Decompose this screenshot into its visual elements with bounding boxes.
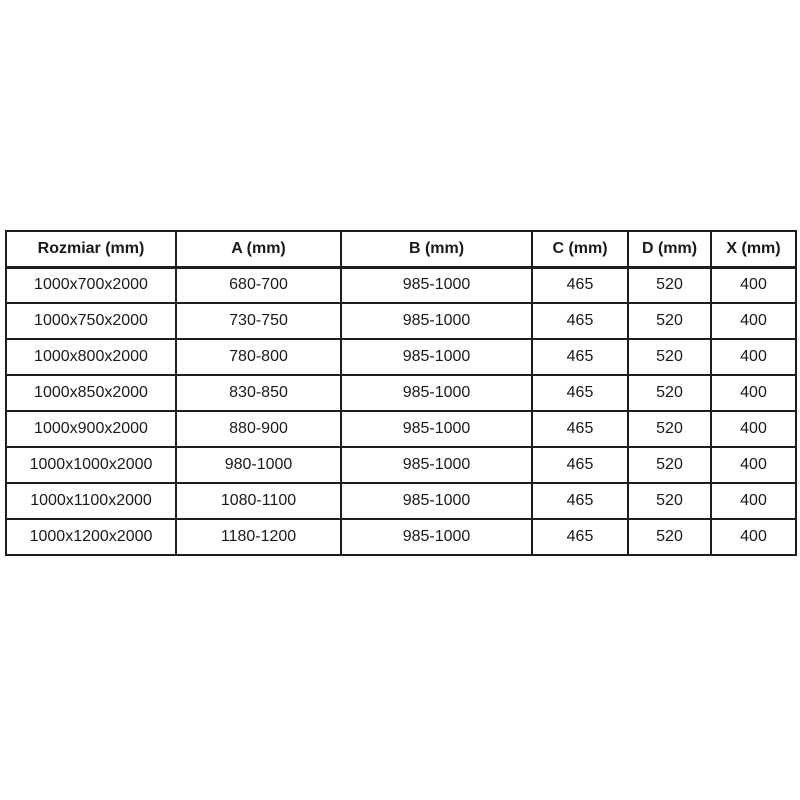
cell-rozmiar: 1000x1200x2000 [5, 518, 177, 556]
table-row: 1000x800x2000 780-800 985-1000 465 520 4… [5, 338, 797, 376]
cell-c: 465 [531, 374, 629, 412]
cell-d: 520 [627, 446, 712, 484]
cell-rozmiar: 1000x750x2000 [5, 302, 177, 340]
cell-b: 985-1000 [340, 482, 533, 520]
column-header-d: D (mm) [627, 230, 712, 269]
cell-rozmiar: 1000x700x2000 [5, 266, 177, 304]
cell-x: 400 [710, 266, 797, 304]
column-header-rozmiar: Rozmiar (mm) [5, 230, 177, 269]
table-row: 1000x900x2000 880-900 985-1000 465 520 4… [5, 410, 797, 448]
cell-x: 400 [710, 338, 797, 376]
column-header-x: X (mm) [710, 230, 797, 269]
cell-rozmiar: 1000x1100x2000 [5, 482, 177, 520]
cell-b: 985-1000 [340, 266, 533, 304]
cell-x: 400 [710, 374, 797, 412]
cell-x: 400 [710, 410, 797, 448]
cell-b: 985-1000 [340, 518, 533, 556]
cell-d: 520 [627, 482, 712, 520]
cell-d: 520 [627, 266, 712, 304]
cell-b: 985-1000 [340, 446, 533, 484]
table-row: 1000x850x2000 830-850 985-1000 465 520 4… [5, 374, 797, 412]
column-header-b: B (mm) [340, 230, 533, 269]
cell-a: 880-900 [175, 410, 342, 448]
size-dimensions-table: Rozmiar (mm) A (mm) B (mm) C (mm) D (mm)… [5, 230, 797, 556]
table-row: 1000x1000x2000 980-1000 985-1000 465 520… [5, 446, 797, 484]
cell-d: 520 [627, 302, 712, 340]
table-row: 1000x1200x2000 1180-1200 985-1000 465 52… [5, 518, 797, 556]
cell-d: 520 [627, 338, 712, 376]
column-header-c: C (mm) [531, 230, 629, 269]
cell-a: 1080-1100 [175, 482, 342, 520]
cell-rozmiar: 1000x850x2000 [5, 374, 177, 412]
cell-c: 465 [531, 266, 629, 304]
cell-rozmiar: 1000x800x2000 [5, 338, 177, 376]
cell-b: 985-1000 [340, 338, 533, 376]
cell-b: 985-1000 [340, 374, 533, 412]
cell-b: 985-1000 [340, 410, 533, 448]
cell-a: 830-850 [175, 374, 342, 412]
cell-a: 780-800 [175, 338, 342, 376]
cell-rozmiar: 1000x1000x2000 [5, 446, 177, 484]
table-row: 1000x700x2000 680-700 985-1000 465 520 4… [5, 266, 797, 304]
cell-a: 980-1000 [175, 446, 342, 484]
cell-x: 400 [710, 482, 797, 520]
table-row: 1000x1100x2000 1080-1100 985-1000 465 52… [5, 482, 797, 520]
cell-c: 465 [531, 482, 629, 520]
cell-a: 1180-1200 [175, 518, 342, 556]
cell-c: 465 [531, 518, 629, 556]
cell-c: 465 [531, 338, 629, 376]
cell-d: 520 [627, 410, 712, 448]
column-header-a: A (mm) [175, 230, 342, 269]
cell-x: 400 [710, 302, 797, 340]
cell-c: 465 [531, 446, 629, 484]
table-header-row: Rozmiar (mm) A (mm) B (mm) C (mm) D (mm)… [5, 230, 797, 269]
cell-rozmiar: 1000x900x2000 [5, 410, 177, 448]
cell-x: 400 [710, 446, 797, 484]
cell-x: 400 [710, 518, 797, 556]
cell-d: 520 [627, 374, 712, 412]
cell-b: 985-1000 [340, 302, 533, 340]
cell-d: 520 [627, 518, 712, 556]
cell-a: 680-700 [175, 266, 342, 304]
cell-a: 730-750 [175, 302, 342, 340]
cell-c: 465 [531, 302, 629, 340]
table-row: 1000x750x2000 730-750 985-1000 465 520 4… [5, 302, 797, 340]
cell-c: 465 [531, 410, 629, 448]
